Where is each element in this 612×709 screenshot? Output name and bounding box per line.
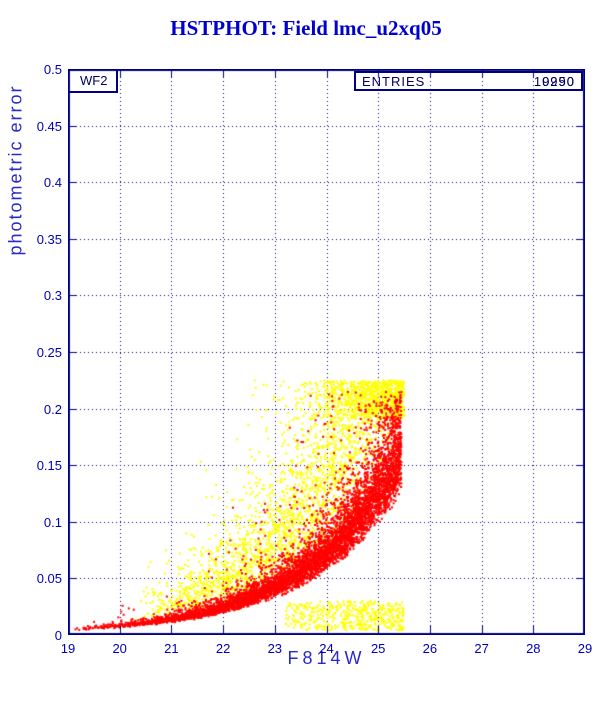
y-tick-label: 0.05 (36, 571, 62, 587)
x-tick-label: 25 (370, 641, 386, 656)
x-tick-label: 19 (60, 641, 76, 656)
x-tick-label: 22 (215, 641, 231, 656)
stats-box: ENTRIES 10250 9990 (354, 71, 583, 91)
scatter-plot-canvas (68, 69, 585, 635)
x-tick-label: 27 (474, 641, 489, 656)
y-tick-label: 0.2 (43, 401, 62, 417)
page-title: HSTPHOT: Field lmc_u2xq05 (170, 16, 442, 40)
y-tick-label: 0 (54, 628, 62, 643)
y-tick-label: 0.5 (43, 62, 62, 77)
y-tick-label: 0.3 (43, 288, 62, 304)
detector-box: WF2 (68, 69, 118, 93)
y-tick-label: 0.25 (36, 345, 62, 360)
x-axis-label: F814W (287, 648, 366, 668)
y-tick-label: 0.1 (43, 514, 62, 530)
x-tick-label: 29 (577, 641, 593, 656)
x-tick-label: 20 (112, 641, 127, 656)
x-tick-label: 28 (526, 641, 541, 656)
stats-entries-value-secondary: 9990 (542, 74, 575, 89)
y-axis-label: photometric error (5, 84, 26, 256)
y-tick-label: 0.35 (36, 231, 62, 247)
stats-entries-value-primary: 10250 (533, 74, 575, 89)
y-tick-label: 0.15 (36, 458, 62, 474)
x-tick-label: 23 (267, 641, 283, 656)
detector-label: WF2 (80, 73, 108, 88)
x-tick-label: 21 (164, 641, 179, 656)
y-tick-label: 0.45 (36, 118, 62, 134)
x-tick-label: 24 (319, 641, 334, 656)
y-tick-label: 0.4 (43, 175, 62, 191)
x-tick-label: 26 (422, 641, 438, 656)
stats-entries-label: ENTRIES (362, 74, 426, 89)
